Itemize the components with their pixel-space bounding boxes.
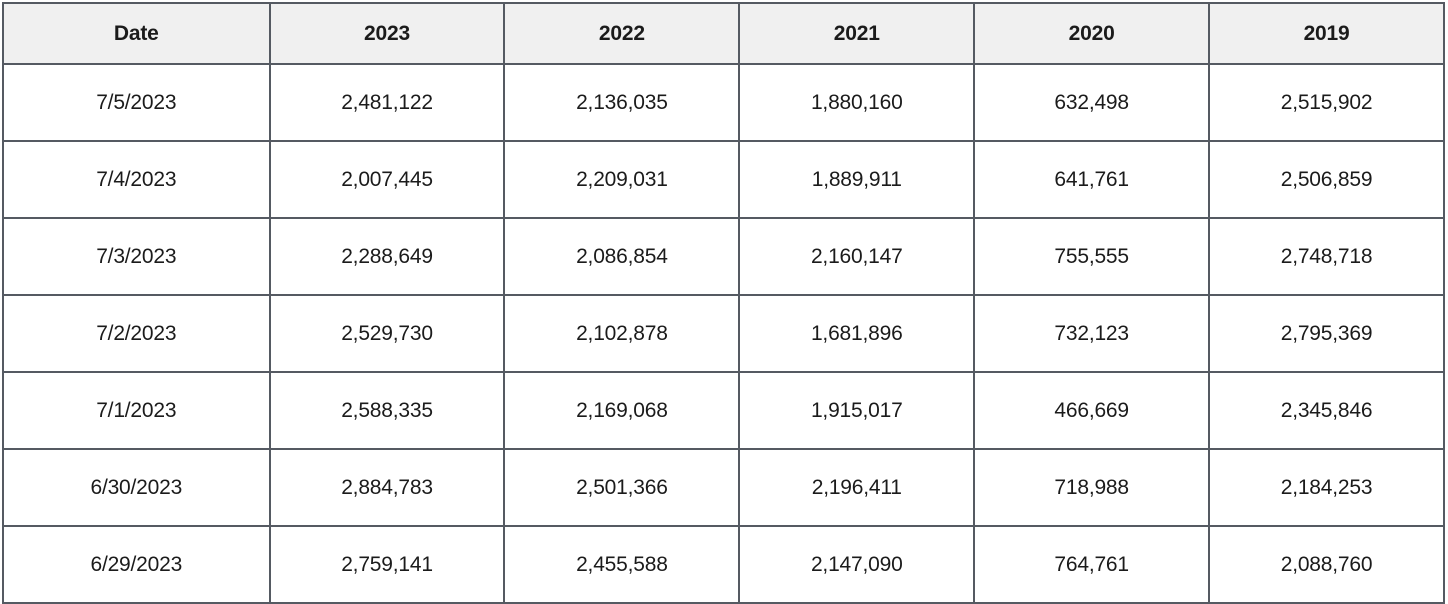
- column-header: 2020: [973, 2, 1211, 65]
- cell-value: 2,506,859: [1208, 140, 1445, 219]
- header-row: Date 2023 2022 2021 2020 2019: [2, 2, 1445, 65]
- cell-value: 2,588,335: [268, 371, 506, 450]
- cell-value: 2,884,783: [268, 448, 506, 527]
- cell-value: 2,136,035: [503, 63, 741, 142]
- cell-value: 2,345,846: [1208, 371, 1445, 450]
- table-row: 7/5/2023 2,481,122 2,136,035 1,880,160 632,4…: [2, 63, 1445, 142]
- table-row: 6/30/2023 2,884,783 2,501,366 2,196,411 718,…: [2, 448, 1445, 527]
- cell-value: 1,915,017: [738, 371, 976, 450]
- cell-value: 2,759,141: [268, 525, 506, 604]
- cell-value: 2,515,902: [1208, 63, 1445, 142]
- cell-value: 2,481,122: [268, 63, 506, 142]
- cell-value: 732,123: [973, 294, 1211, 373]
- cell-value: 2,529,730: [268, 294, 506, 373]
- cell-value: 2,209,031: [503, 140, 741, 219]
- cell-date: 6/29/2023: [2, 525, 271, 604]
- cell-value: 1,880,160: [738, 63, 976, 142]
- column-header: 2022: [503, 2, 741, 65]
- table-row: 7/2/2023 2,529,730 2,102,878 1,681,896 732,1…: [2, 294, 1445, 373]
- table-row: 7/4/2023 2,007,445 2,209,031 1,889,911 641,7…: [2, 140, 1445, 219]
- cell-value: 2,748,718: [1208, 217, 1445, 296]
- cell-value: 1,889,911: [738, 140, 976, 219]
- cell-value: 2,169,068: [503, 371, 741, 450]
- cell-value: 2,007,445: [268, 140, 506, 219]
- cell-value: 2,184,253: [1208, 448, 1445, 527]
- cell-value: 641,761: [973, 140, 1211, 219]
- cell-value: 2,088,760: [1208, 525, 1445, 604]
- table-body: 7/5/2023 2,481,122 2,136,035 1,880,160 632,4…: [2, 63, 1445, 604]
- cell-date: 7/1/2023: [2, 371, 271, 450]
- table-row: 6/29/2023 2,759,141 2,455,588 2,147,090 764,…: [2, 525, 1445, 604]
- cell-date: 6/30/2023: [2, 448, 271, 527]
- cell-date: 7/3/2023: [2, 217, 271, 296]
- cell-value: 2,086,854: [503, 217, 741, 296]
- cell-value: 1,681,896: [738, 294, 976, 373]
- cell-value: 466,669: [973, 371, 1211, 450]
- cell-value: 2,501,366: [503, 448, 741, 527]
- column-header: 2023: [268, 2, 506, 65]
- table-row: 7/3/2023 2,288,649 2,086,854 2,160,147 755,5…: [2, 217, 1445, 296]
- cell-value: 764,761: [973, 525, 1211, 604]
- column-header: 2019: [1208, 2, 1445, 65]
- cell-value: 2,102,878: [503, 294, 741, 373]
- column-header: Date: [2, 2, 271, 65]
- cell-date: 7/2/2023: [2, 294, 271, 373]
- cell-date: 7/4/2023: [2, 140, 271, 219]
- column-header: 2021: [738, 2, 976, 65]
- cell-value: 2,147,090: [738, 525, 976, 604]
- cell-value: 718,988: [973, 448, 1211, 527]
- cell-value: 2,288,649: [268, 217, 506, 296]
- cell-value: 755,555: [973, 217, 1211, 296]
- cell-value: 2,160,147: [738, 217, 976, 296]
- cell-value: 2,196,411: [738, 448, 976, 527]
- cell-value: 632,498: [973, 63, 1211, 142]
- cell-date: 7/5/2023: [2, 63, 271, 142]
- cell-value: 2,455,588: [503, 525, 741, 604]
- cell-value: 2,795,369: [1208, 294, 1445, 373]
- table-row: 7/1/2023 2,588,335 2,169,068 1,915,017 466,6…: [2, 371, 1445, 450]
